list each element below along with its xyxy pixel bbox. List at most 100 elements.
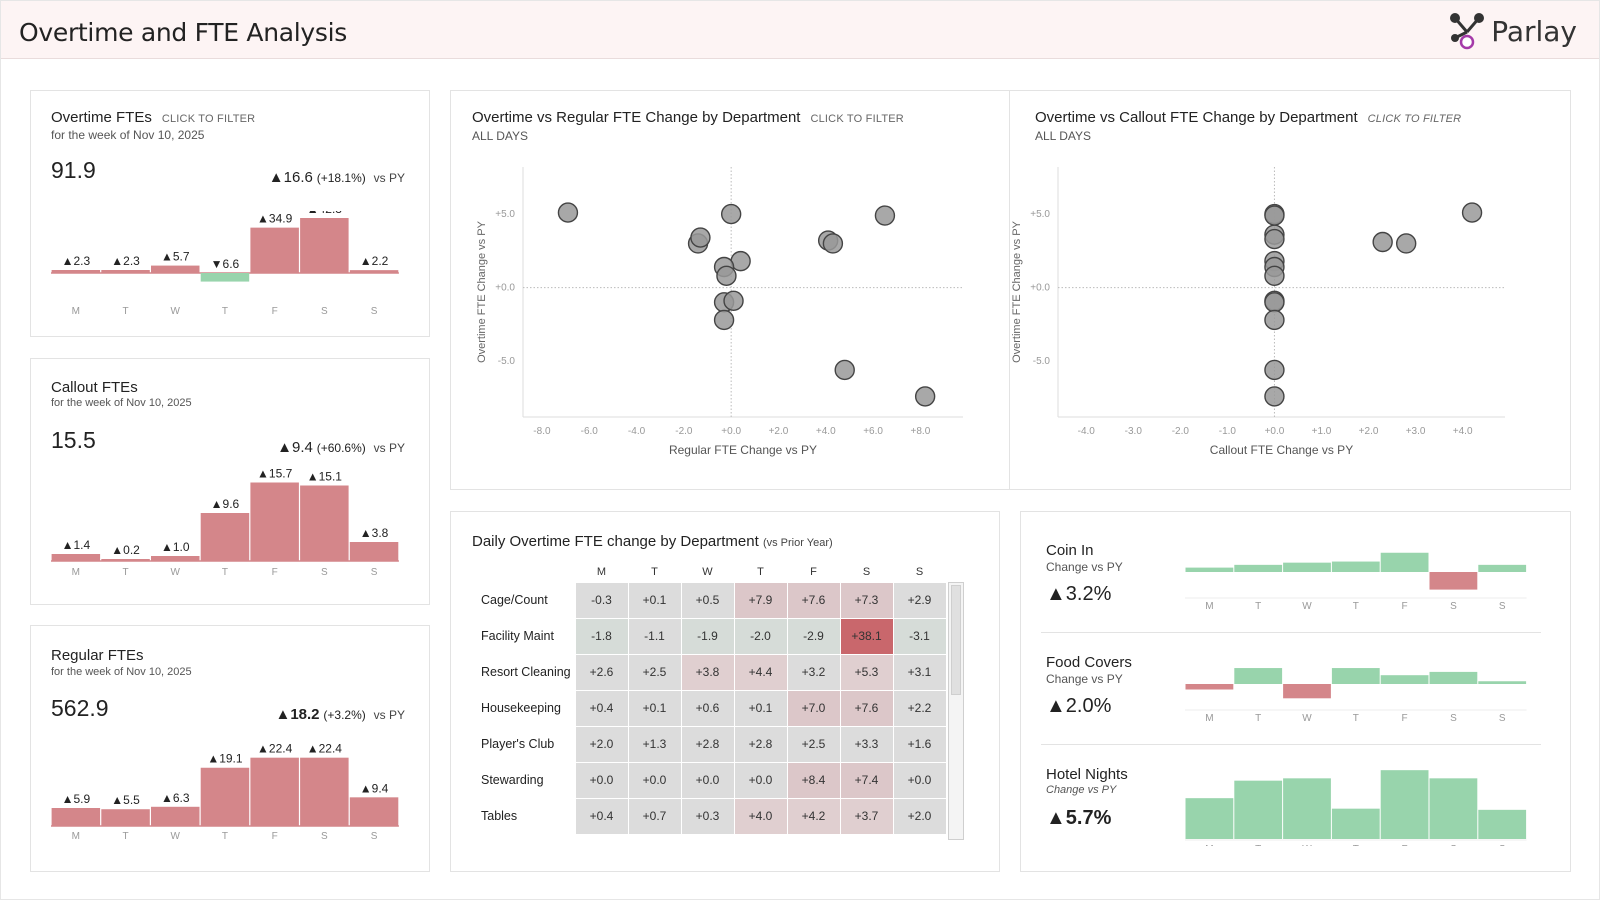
kpi-bar[interactable] [1331,668,1380,684]
heatmap-row[interactable]: Tables +0.4 +0.7 +0.3 +4.0 +4.2 +3.7 +2.0 [471,797,947,835]
heatmap-cell[interactable]: +1.6 [892,725,947,763]
heatmap-cell[interactable]: +0.1 [733,689,788,727]
regular-bar[interactable] [300,757,349,826]
scatter2-point[interactable] [1264,205,1285,226]
scatter2-point[interactable] [1461,202,1483,223]
heatmap-cell[interactable]: +3.7 [839,797,894,835]
heatmap-cell[interactable]: +0.4 [574,689,629,727]
scatter1-point[interactable] [557,202,579,223]
kpi-bar[interactable] [1331,808,1380,839]
overtime-bar[interactable] [51,270,101,273]
regular-bar[interactable] [151,806,200,826]
heatmap-cell[interactable]: +0.0 [680,761,735,799]
heatmap-cell[interactable]: +7.3 [839,581,894,619]
overtime-vs-regular-panel[interactable]: Overtime vs Regular FTE Change by Depart… [450,90,1010,490]
business-kpis-panel[interactable]: Coin In Change vs PY ▲3.2% M T W T F S S Food Cove… [1020,511,1571,872]
callout-bar[interactable] [101,559,150,561]
kpi-bar[interactable] [1283,684,1331,699]
heatmap-cell[interactable]: +0.0 [627,761,682,799]
heatmap-cell[interactable]: +2.0 [892,797,947,835]
kpi-bar[interactable] [1380,770,1429,839]
heatmap-cell[interactable]: +0.1 [627,581,682,619]
scatter1-point[interactable] [914,386,936,407]
overtime-bar[interactable] [300,218,349,273]
scatter1-point[interactable] [713,309,735,331]
callout-bar[interactable] [51,554,101,561]
kpi-bar[interactable] [1185,567,1234,572]
scatter2-filter-hint[interactable]: CLICK TO FILTER [1367,113,1462,125]
scatter2-point[interactable] [1264,265,1285,287]
scatter1-point[interactable] [822,233,844,254]
scatter2-point[interactable] [1264,309,1285,331]
heatmap-cell[interactable]: +7.6 [786,581,841,619]
heatmap-cell[interactable]: +0.6 [680,689,735,727]
kpi-bar[interactable] [1331,561,1380,572]
kpi-row[interactable]: Food Covers Change vs PY ▲2.0% M T W T F S S [1021,624,1570,736]
overtime-filter-hint[interactable]: CLICK TO FILTER [161,113,256,125]
scatter1-point[interactable] [690,227,711,248]
heatmap-cell[interactable]: +7.4 [839,761,894,799]
heatmap-cell[interactable]: +3.8 [680,653,735,691]
heatmap-cell[interactable]: +0.0 [574,761,629,799]
scatter2-point[interactable] [1372,231,1393,253]
heatmap-cell[interactable]: -0.3 [574,581,629,619]
heatmap-cell[interactable]: +0.5 [680,581,735,619]
scatter2-point[interactable] [1264,292,1285,313]
heatmap-cell[interactable]: +7.6 [839,689,894,727]
heatmap-row[interactable]: Housekeeping +0.4 +0.1 +0.6 +0.1 +7.0 +7.6 +2.2 [471,689,947,727]
heatmap-cell[interactable]: +0.1 [627,689,682,727]
scatter2-point[interactable] [1395,233,1417,254]
heatmap-cell[interactable]: +0.7 [627,797,682,835]
kpi-bar[interactable] [1283,778,1331,839]
heatmap-cell[interactable]: +0.4 [574,797,629,835]
kpi-bar[interactable] [1380,552,1429,572]
kpi-bar[interactable] [1478,809,1527,839]
overtime-bar-chart[interactable]: ▲2.3 M ▲2.3 T ▲5.7 W ▼6.6 T ▲34.9 F ▲42.3 S ▲2.2 S [31,211,429,321]
scatter1-point[interactable] [720,203,742,225]
heatmap-cell[interactable]: +3.2 [786,653,841,691]
heatmap-cell[interactable]: +2.5 [627,653,682,691]
callout-bar-chart[interactable]: ▲1.4 M ▲0.2 T ▲1.0 W ▲9.6 T ▲15.7 F ▲15.1 S ▲3.8 S [31,461,429,591]
regular-ftes-panel[interactable]: Regular FTEs for the week of Nov 10, 202… [30,625,430,872]
regular-bar[interactable] [250,757,299,826]
kpi-bar[interactable] [1234,668,1283,684]
scatter2-point[interactable] [1264,359,1285,381]
heatmap-cell[interactable]: +7.0 [786,689,841,727]
heatmap-cell[interactable]: +2.9 [892,581,947,619]
regular-bar[interactable] [200,767,250,826]
scatter2-point[interactable] [1264,228,1285,250]
heatmap-cell[interactable]: +0.0 [733,761,788,799]
kpi-bar[interactable] [1429,572,1478,590]
regular-bar[interactable] [349,797,399,826]
heatmap-cell[interactable]: +3.3 [839,725,894,763]
overtime-bar[interactable] [101,270,150,273]
heatmap-cell[interactable]: +0.0 [892,761,947,799]
overtime-bar[interactable] [349,270,399,273]
heatmap-row[interactable]: Cage/Count -0.3 +0.1 +0.5 +7.9 +7.6 +7.3 +2.9 [471,581,947,619]
heatmap-cell[interactable]: -2.0 [733,617,788,655]
heatmap-row[interactable]: Resort Cleaning +2.6 +2.5 +3.8 +4.4 +3.2 +5.3 +… [471,653,947,691]
heatmap-cell[interactable]: +1.3 [627,725,682,763]
heatmap-cell[interactable]: +2.0 [574,725,629,763]
heatmap-row[interactable]: Stewarding +0.0 +0.0 +0.0 +0.0 +8.4 +7.4 +0.0 [471,761,947,799]
scatter1-point[interactable] [716,265,737,287]
scatter2-chart[interactable]: -4.0 -3.0 -2.0 -1.0 +0.0 +1.0 +2.0 +3.0 +4.0 +5.0… [1010,149,1550,489]
heatmap-cell[interactable]: +2.8 [733,725,788,763]
overtime-bar[interactable] [151,265,200,273]
heatmap-cell[interactable]: +4.2 [786,797,841,835]
callout-bar[interactable] [300,485,349,562]
callout-ftes-panel[interactable]: Callout FTEs for the week of Nov 10, 202… [30,358,430,605]
heatmap-cell[interactable]: -2.9 [786,617,841,655]
heatmap-cell[interactable]: +2.5 [786,725,841,763]
scatter1-filter-hint[interactable]: CLICK TO FILTER [810,113,904,125]
kpi-bar[interactable] [1185,798,1234,839]
heatmap-row[interactable]: Player's Club +2.0 +1.3 +2.8 +2.8 +2.5 +3.3 +1.… [471,725,947,763]
heatmap-row[interactable]: Facility Maint -1.8 -1.1 -1.9 -2.0 -2.9 +38.1-… [471,617,947,655]
scatter2-point[interactable] [1264,386,1285,407]
overtime-bar[interactable] [250,227,299,273]
heatmap-cell[interactable]: +38.1 [839,617,894,655]
